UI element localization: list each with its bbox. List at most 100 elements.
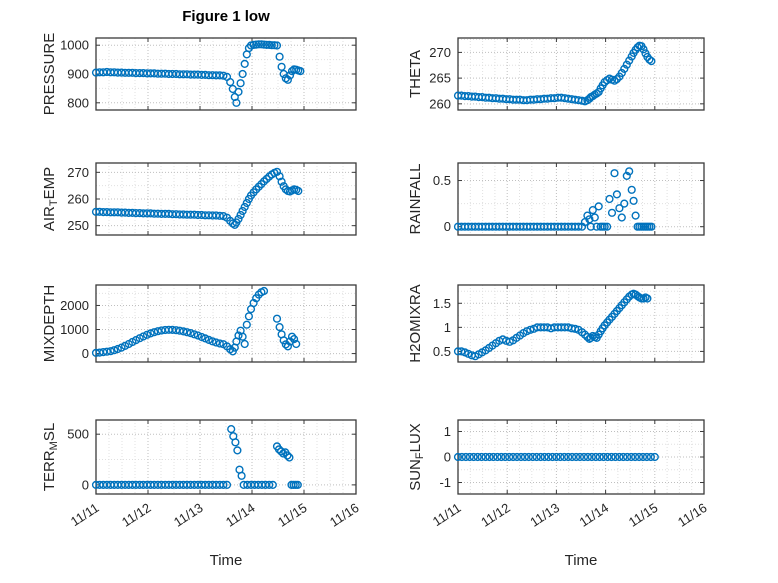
data-point [237,471,246,480]
data-point [592,89,601,98]
data-point [588,206,597,215]
y-tick-label: 900 [67,67,89,82]
data-point [625,56,634,65]
data-point [265,480,274,490]
data-point [627,185,636,194]
data-point [540,452,549,462]
data-point [603,452,612,462]
y-tick-label: 0 [82,346,89,361]
data-point [461,452,471,462]
data-point [594,202,603,211]
data-point [497,452,506,462]
y-axis-label: RAINFALL [407,164,424,235]
data-point [586,222,595,231]
air-temp-series [91,167,303,230]
data-point [512,452,522,462]
data-point [292,339,301,349]
data-point [619,452,628,462]
y-axis-label: THETA [407,50,424,98]
y-tick-label: 0.5 [433,344,451,359]
data-point [586,333,595,343]
x-tick-label: 11/13 [527,500,562,530]
data-point [259,286,269,296]
axes-box [95,284,357,363]
data-point [182,328,192,337]
data-point [481,452,490,462]
data-point [567,452,577,462]
data-point [622,60,631,69]
data-point [283,75,293,84]
data-point [212,338,221,347]
data-point [629,196,638,205]
data-point [150,328,159,337]
data-point [611,452,620,462]
data-point [232,98,241,107]
axes-box [95,419,357,495]
data-point [627,452,636,462]
data-point [485,452,494,462]
data-point [469,452,478,462]
data-point [620,64,629,74]
data-point [625,167,634,176]
y-tick-label: 0 [82,477,89,492]
data-point [110,346,119,355]
data-point [234,214,243,224]
data-point [570,324,580,333]
y-axis-label: SUNFLUX [407,423,426,491]
data-point [579,452,589,462]
data-point [240,59,249,69]
data-point [236,210,245,220]
data-point [650,452,659,462]
data-point [204,335,213,345]
data-point [208,337,217,346]
data-point [634,452,644,462]
data-point [622,171,631,181]
y-tick-label: 270 [429,45,451,60]
data-point [231,438,240,447]
data-point [175,326,184,335]
h2omixra-series [453,289,652,361]
y-tick-label: 2000 [60,298,89,313]
data-point [544,452,553,462]
data-point [272,41,282,50]
y-axis-label: TERRMSL [41,423,60,491]
data-point [508,452,518,462]
x-tick-label: 11/11 [430,500,464,529]
data-point [647,56,656,66]
x-tick-label: 11/14 [223,500,258,530]
data-point [623,452,632,462]
data-point [240,202,249,212]
subplot-h2omixra: 0.5 1 1.5 H2OMIXRA [407,284,705,363]
data-point [244,312,254,321]
y-axis-label: PRESSURE [41,33,58,116]
data-point [592,222,601,231]
data-point [526,325,535,334]
data-point [275,52,284,61]
data-point [275,323,284,332]
data-point [236,79,245,88]
data-point [642,452,652,462]
data-point [238,332,247,341]
x-tick-label: 11/15 [626,500,661,530]
data-point [293,480,302,490]
x-tick-label: 11/12 [119,500,154,530]
data-point [242,320,251,329]
data-point [215,211,224,220]
data-point [113,344,122,354]
data-point [254,40,263,49]
data-point [580,330,590,339]
data-point [285,453,294,462]
data-point [277,177,286,186]
data-point [638,452,648,462]
data-point [489,452,498,462]
data-point [645,55,654,64]
y-tick-label: 260 [67,192,89,207]
data-point [457,452,467,462]
data-point [516,452,526,462]
data-point [222,480,232,490]
data-point [617,213,626,222]
data-point [524,452,533,462]
data-point [219,71,228,80]
data-point [585,215,594,224]
